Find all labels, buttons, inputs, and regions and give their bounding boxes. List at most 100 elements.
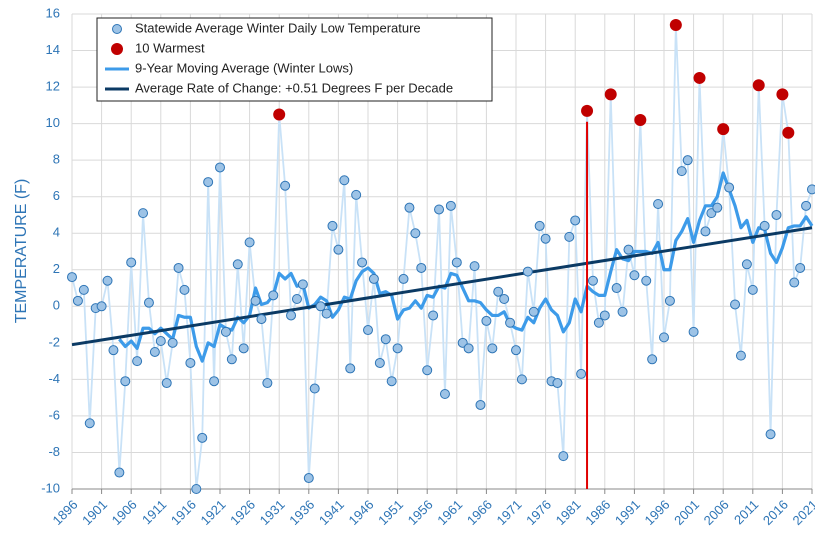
data-point <box>321 308 332 319</box>
data-point <box>149 346 160 357</box>
data-point <box>380 334 391 345</box>
data-point <box>587 275 598 286</box>
data-point <box>611 283 622 294</box>
data-point <box>759 220 770 231</box>
data-point <box>776 88 789 101</box>
data-point <box>155 336 166 347</box>
y-tick-label: -4 <box>48 371 60 386</box>
data-point <box>771 209 782 220</box>
data-point <box>493 286 504 297</box>
x-tick-label: 1996 <box>641 497 672 528</box>
y-tick-label: 2 <box>53 261 60 276</box>
data-point <box>428 310 439 321</box>
data-point <box>173 262 184 273</box>
data-point <box>481 315 492 326</box>
data-point <box>659 332 669 343</box>
data-point <box>552 378 563 389</box>
data-point <box>747 284 758 295</box>
x-tick-label: 1991 <box>612 497 643 528</box>
data-point <box>108 345 119 356</box>
data-point <box>303 473 314 484</box>
data-point <box>167 337 178 348</box>
data-point <box>67 272 77 283</box>
data-point <box>333 244 344 255</box>
y-tick-label: 10 <box>46 115 60 130</box>
data-point <box>327 220 338 231</box>
data-point <box>730 299 741 310</box>
x-tick-label: 1921 <box>197 497 228 528</box>
data-point <box>126 257 137 268</box>
data-point <box>197 432 208 443</box>
data-point <box>78 284 89 295</box>
data-point <box>475 399 486 410</box>
x-tick-label: 1946 <box>345 497 376 528</box>
data-point <box>487 343 498 354</box>
y-tick-label: 0 <box>53 298 60 313</box>
x-tick-label: 1911 <box>139 497 169 527</box>
data-point <box>576 368 587 379</box>
x-tick-label: 1901 <box>79 497 110 528</box>
data-point <box>505 317 516 328</box>
data-point <box>291 294 302 304</box>
data-point <box>593 317 604 328</box>
data-point <box>795 262 806 273</box>
data-point <box>623 244 634 255</box>
data-point <box>96 301 107 312</box>
x-tick-label: 2016 <box>760 497 791 528</box>
x-tick-label: 2001 <box>671 497 702 528</box>
data-point <box>368 273 379 284</box>
y-tick-label: -8 <box>48 444 60 459</box>
x-tick-label: 1971 <box>493 497 524 528</box>
data-point <box>581 104 594 117</box>
trend-line <box>71 226 813 347</box>
data-point <box>250 295 261 306</box>
data-point <box>416 262 427 273</box>
data-point <box>717 123 730 136</box>
data-point <box>268 290 279 301</box>
data-point <box>232 259 243 270</box>
data-point <box>410 228 421 239</box>
data-point <box>534 220 545 231</box>
data-point <box>209 376 220 387</box>
y-tick-label: -10 <box>41 480 60 495</box>
data-point <box>599 310 610 321</box>
data-point <box>120 376 131 387</box>
data-point <box>422 365 433 376</box>
x-tick-label: 1986 <box>582 497 613 528</box>
data-point <box>138 208 149 219</box>
data-point <box>191 484 202 494</box>
data-point <box>528 306 539 317</box>
data-point <box>72 295 83 306</box>
y-axis-label: TEMPERATURE (F) <box>13 179 30 324</box>
x-tick-label: 1956 <box>405 497 436 528</box>
moving-average-line <box>118 171 814 363</box>
data-point <box>676 166 687 177</box>
data-point <box>558 451 569 462</box>
data-point <box>499 294 510 304</box>
x-tick-label: 1951 <box>375 497 406 528</box>
x-tick-label: 2011 <box>731 497 761 527</box>
x-tick-label: 1926 <box>227 497 258 528</box>
x-tick-label: 1896 <box>49 497 80 528</box>
data-point <box>789 277 800 288</box>
data-point <box>688 326 699 337</box>
data-point <box>647 354 658 365</box>
data-point <box>451 257 462 268</box>
data-point <box>84 418 95 429</box>
y-tick-label: 16 <box>46 5 60 20</box>
data-point <box>262 378 273 389</box>
data-point <box>374 357 385 368</box>
x-tick-label: 1966 <box>464 497 495 528</box>
data-point <box>102 275 113 286</box>
y-tick-label: 12 <box>46 79 60 94</box>
data-point <box>641 275 652 286</box>
legend-label: Statewide Average Winter Daily Low Tempe… <box>135 20 421 35</box>
legend-label: 10 Warmest <box>135 40 205 55</box>
data-point <box>752 79 765 92</box>
y-tick-label: -6 <box>48 407 60 422</box>
data-point <box>765 429 776 440</box>
data-point <box>700 226 711 237</box>
data-point <box>363 325 373 336</box>
data-point <box>226 354 237 365</box>
